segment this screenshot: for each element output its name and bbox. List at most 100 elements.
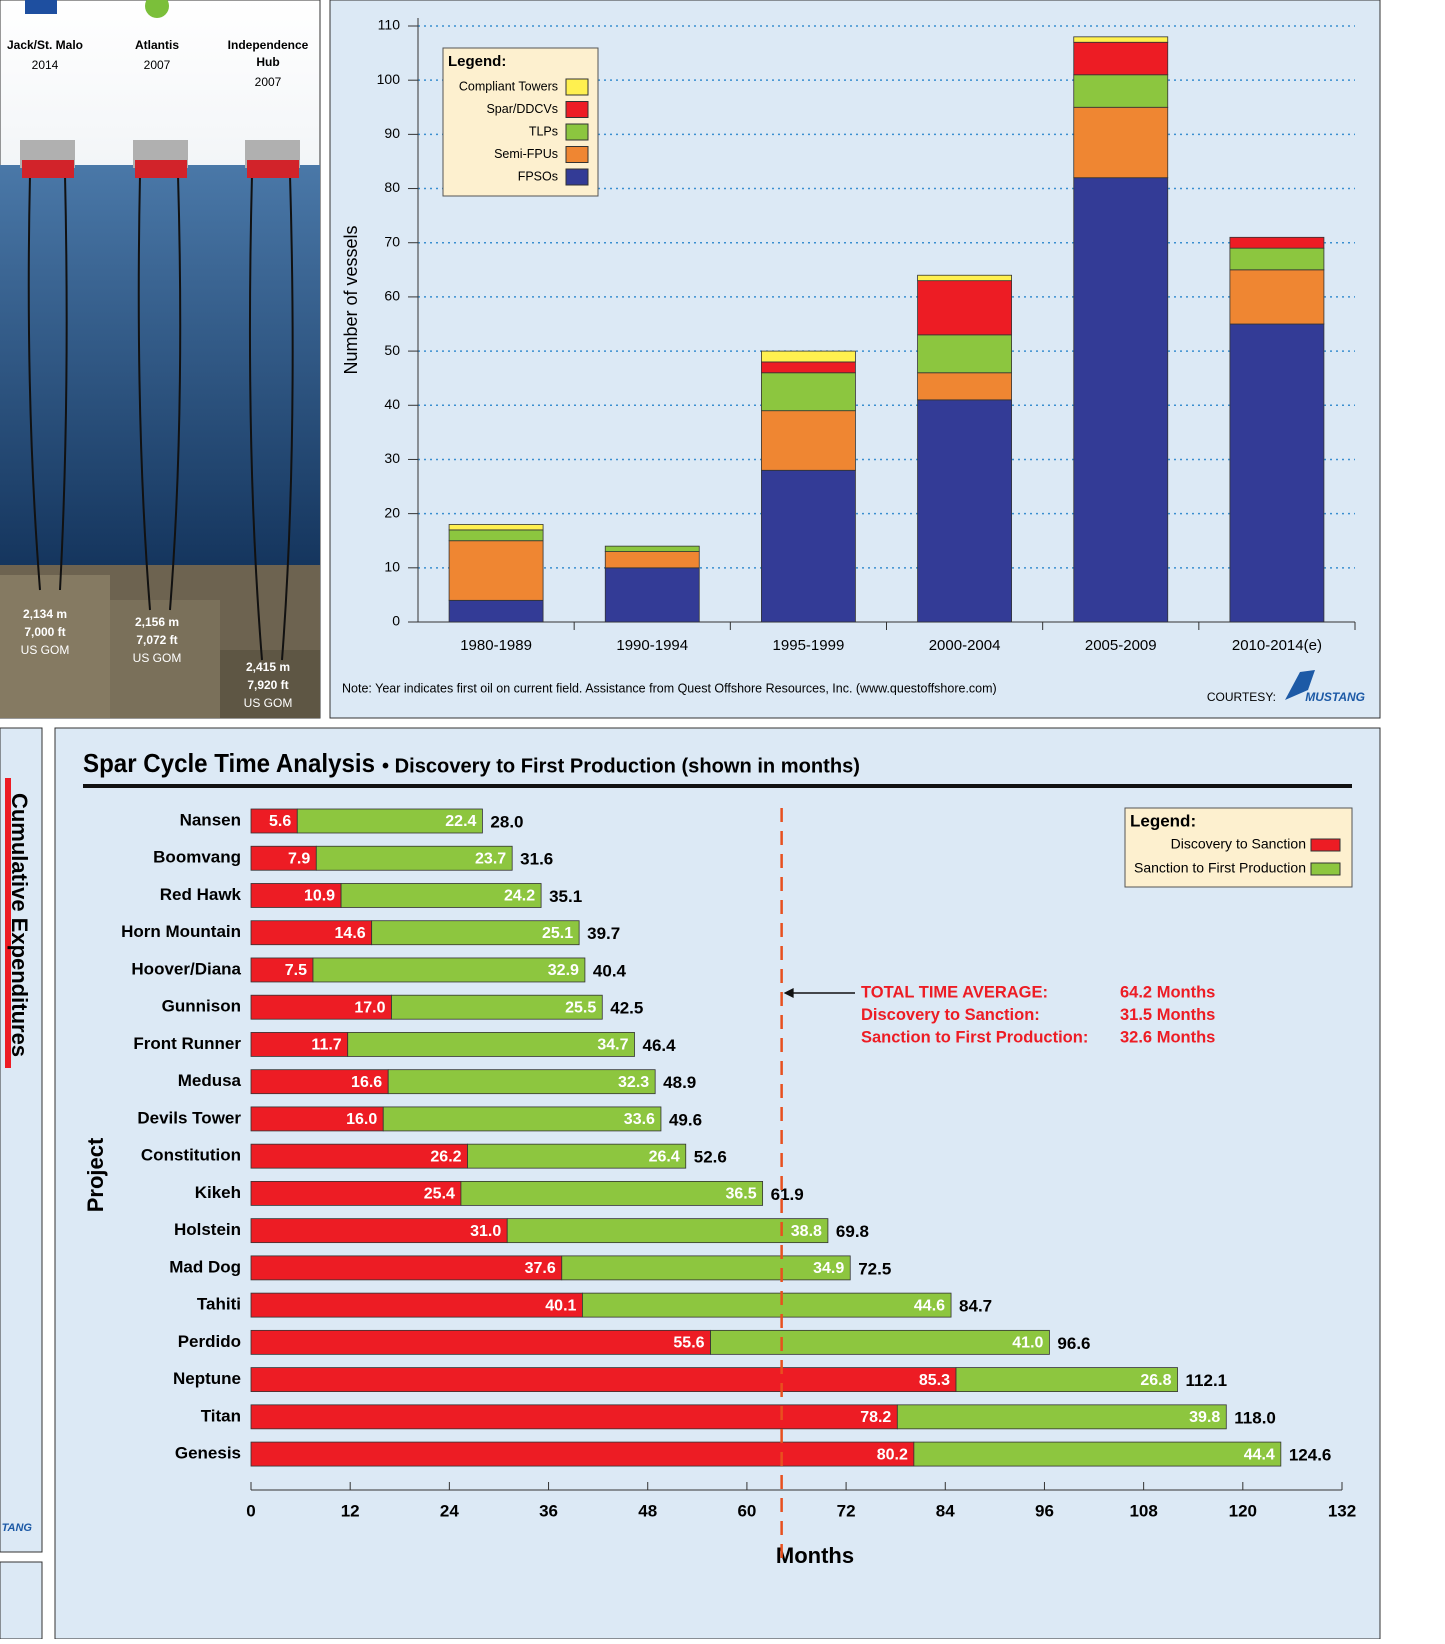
x-tick-label: 84 xyxy=(936,1501,955,1520)
data-label: 26.4 xyxy=(649,1148,680,1165)
bar-segment xyxy=(296,808,483,834)
y-tick-label: 50 xyxy=(384,342,400,358)
y-tick-label: 30 xyxy=(384,450,400,466)
y-axis-label: Number of vessels xyxy=(341,225,361,374)
bar-segment xyxy=(506,1218,829,1244)
bar-segment xyxy=(448,599,544,623)
data-label: 26.2 xyxy=(430,1148,461,1165)
y-tick-label: Boomvang xyxy=(153,848,241,867)
depth-label: US GOM xyxy=(244,696,293,710)
depth-label: 7,920 ft xyxy=(247,678,288,692)
legend-title: Legend: xyxy=(448,53,506,70)
total-label: 28.0 xyxy=(490,812,523,831)
bar-segment xyxy=(604,567,700,623)
data-label: 39.8 xyxy=(1189,1409,1220,1426)
data-label: 85.3 xyxy=(919,1372,950,1389)
legend-swatch xyxy=(565,123,589,141)
y-tick-label: Red Hawk xyxy=(160,885,242,904)
bar-segment xyxy=(1229,236,1325,249)
legend-label: Semi-FPUs xyxy=(494,147,558,161)
sidebar-title: Cumulative Expenditures xyxy=(7,793,32,1057)
y-tick-label: Titan xyxy=(201,1406,241,1425)
x-tick-label: 36 xyxy=(539,1501,558,1520)
data-label: 16.0 xyxy=(346,1111,377,1128)
bar-segment xyxy=(250,1329,711,1355)
arrow-head xyxy=(783,988,794,998)
sidebar-logo: TANG xyxy=(2,1522,33,1534)
total-label: 49.6 xyxy=(669,1110,702,1129)
legend-swatch xyxy=(1310,862,1341,876)
data-label: 33.6 xyxy=(624,1111,655,1128)
bar-segment xyxy=(250,1106,384,1132)
legend-title: Legend: xyxy=(1130,811,1196,830)
bar-segment xyxy=(1229,247,1325,271)
total-label: 40.4 xyxy=(593,961,627,980)
bar-segment xyxy=(1073,177,1169,623)
data-label: 14.6 xyxy=(335,925,366,942)
depth-label: 2,415 m xyxy=(246,660,290,674)
y-tick-label: 80 xyxy=(384,179,400,195)
legend-swatch xyxy=(565,168,589,186)
y-tick-label: Horn Mountain xyxy=(121,922,241,941)
legend-label: Spar/DDCVs xyxy=(486,102,558,116)
total-label: 69.8 xyxy=(836,1222,869,1241)
sidebar-panel xyxy=(0,1561,43,1640)
bar-segment xyxy=(917,372,1012,401)
y-tick-label: Tahiti xyxy=(197,1295,241,1314)
sea xyxy=(0,165,320,585)
platform-name: Atlantis xyxy=(135,38,179,52)
annotation: Discovery to Sanction: xyxy=(861,1006,1040,1024)
x-tick-label: 1990-1994 xyxy=(616,637,688,654)
x-tick-label: 132 xyxy=(1328,1501,1356,1520)
legend-swatch xyxy=(1310,838,1341,852)
depth-label: 2,156 m xyxy=(135,615,179,629)
x-tick-label: 60 xyxy=(737,1501,756,1520)
bar-segment xyxy=(1073,74,1169,108)
y-tick-label: 40 xyxy=(384,396,400,412)
bar-segment xyxy=(250,883,342,908)
annotation: TOTAL TIME AVERAGE: xyxy=(861,983,1048,1001)
x-tick-label: 0 xyxy=(246,1501,255,1520)
bar-segment xyxy=(604,545,700,552)
legend-label: TLPs xyxy=(529,124,558,138)
legend-label: FPSOs xyxy=(518,169,558,183)
data-label: 78.2 xyxy=(860,1409,891,1426)
data-label: 44.6 xyxy=(914,1297,945,1314)
depth-label: 7,072 ft xyxy=(136,633,177,647)
data-label: 16.6 xyxy=(351,1074,382,1091)
data-label: 80.2 xyxy=(877,1446,908,1463)
y-tick-label: Constitution xyxy=(141,1146,241,1165)
bar-segment xyxy=(250,957,314,983)
note: Note: Year indicates first oil on curren… xyxy=(342,681,997,695)
chart-title: Spar Cycle Time Analysis xyxy=(83,748,375,778)
bar-segment xyxy=(250,920,373,946)
data-label: 37.6 xyxy=(525,1260,556,1277)
x-tick-label: 120 xyxy=(1229,1501,1257,1520)
y-tick-label: 100 xyxy=(377,71,401,87)
bar-segment xyxy=(448,529,544,542)
depth-label: US GOM xyxy=(21,643,70,657)
data-label: 25.5 xyxy=(565,999,596,1016)
y-tick-label: Mad Dog xyxy=(169,1257,241,1276)
bar-segment xyxy=(913,1441,1282,1467)
data-label: 34.9 xyxy=(813,1260,844,1277)
annotation-value: 64.2 Months xyxy=(1120,983,1215,1001)
bar-segment xyxy=(391,994,603,1020)
total-label: 39.7 xyxy=(587,924,620,943)
bar-segment xyxy=(604,551,700,569)
bar-segment xyxy=(382,1106,662,1132)
data-label: 55.6 xyxy=(673,1335,704,1352)
seabed-block xyxy=(220,650,320,718)
bar-segment xyxy=(250,1143,468,1169)
annotation-value: 31.5 Months xyxy=(1120,1006,1215,1024)
bar-segment xyxy=(250,994,392,1020)
bar-segment xyxy=(561,1255,851,1281)
total-label: 124.6 xyxy=(1289,1446,1332,1465)
y-tick-label: Front Runner xyxy=(133,1034,241,1053)
legend-swatch xyxy=(565,78,589,96)
legend-swatch xyxy=(565,146,589,163)
y-tick-label: 10 xyxy=(384,559,400,575)
bar-segment xyxy=(955,1367,1178,1392)
bar-segment xyxy=(250,1367,957,1392)
bar-segment xyxy=(250,1032,349,1057)
